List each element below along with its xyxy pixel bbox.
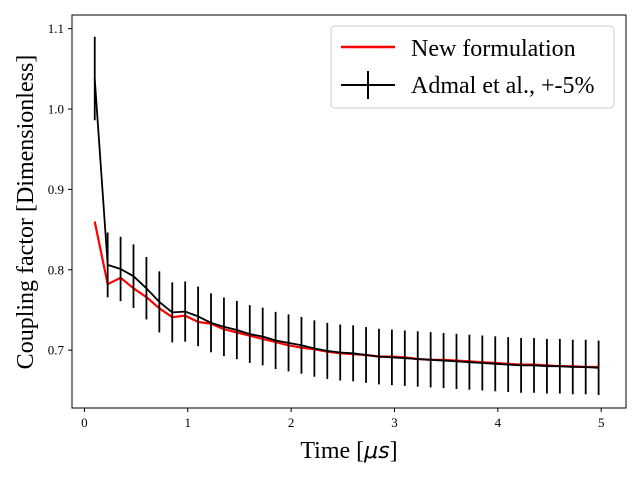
y-tick-label: 0.8 xyxy=(48,262,64,277)
x-tick-label: 0 xyxy=(81,415,88,430)
legend-box xyxy=(330,25,615,109)
plot-frame xyxy=(71,14,627,409)
legend: New formulation Admal et al., +-5% xyxy=(330,25,615,109)
new-formulation-line xyxy=(93,221,599,369)
x-tick-label: 5 xyxy=(598,415,605,430)
legend-label-new-formulation: New formulation xyxy=(411,36,576,62)
x-tick-label: 1 xyxy=(185,415,192,430)
y-tick-label: 1.1 xyxy=(48,21,64,36)
y-tick-label: 0.7 xyxy=(48,343,65,358)
y-tick-label: 0.9 xyxy=(48,182,64,197)
admal-line xyxy=(93,78,599,369)
legend-label-admal: Admal et al., +-5% xyxy=(411,73,594,99)
x-tick-label: 2 xyxy=(288,415,295,430)
axes-layer: 0 1 2 3 4 5 0.7 0.8 0.9 1.0 1.1 xyxy=(48,21,605,430)
series-layer xyxy=(93,36,600,396)
y-axis-label: Coupling factor [Dimensionless] xyxy=(13,55,39,370)
y-tick-label: 1.0 xyxy=(48,102,64,117)
x-tick-label: 4 xyxy=(495,415,502,430)
x-axis-label: Time [μs] xyxy=(300,438,397,464)
x-tick-label: 3 xyxy=(391,415,398,430)
